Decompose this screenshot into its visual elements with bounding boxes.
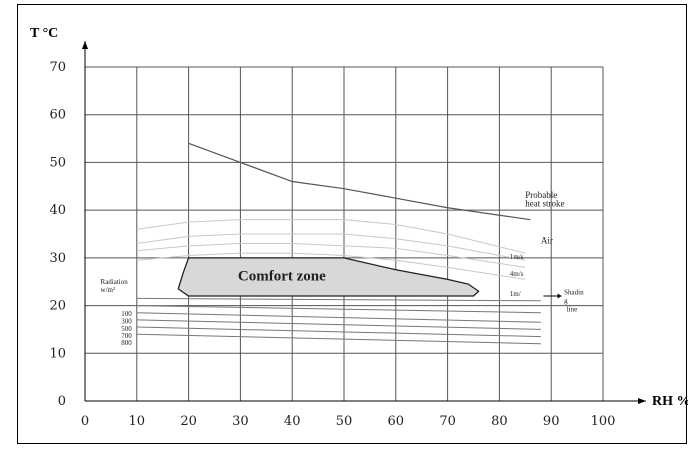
x-tick-label: 10 <box>129 414 146 429</box>
series-line-8 <box>136 319 541 330</box>
x-axis-title: RH % <box>652 394 688 409</box>
annotation-label: 100 <box>121 310 132 318</box>
annotation-label: heat stroke <box>525 198 564 208</box>
annotation-label: 1m/s <box>510 253 524 261</box>
y-tick-label: 70 <box>49 60 66 75</box>
y-tick-label: 20 <box>49 299 66 314</box>
series-line-1 <box>136 219 526 254</box>
chart-frame: Comfort zone 0 10 20 30 40 50 60 70 80 90 100 0 10 20… <box>17 4 688 444</box>
annotation-label: Air <box>541 236 553 246</box>
annotation-label: w/m² <box>101 286 116 294</box>
x-tick-label: 50 <box>336 414 353 429</box>
x-tick-label: 90 <box>543 414 560 429</box>
x-tick-label: 60 <box>388 414 405 429</box>
series-line-10 <box>136 333 541 345</box>
x-tick-label: 70 <box>439 414 456 429</box>
annotation-label: Shadin <box>564 289 584 297</box>
series-line-7 <box>136 312 541 323</box>
annotation-label: g <box>564 297 568 305</box>
series-line-0 <box>188 142 531 221</box>
y-tick-label: 40 <box>49 203 66 218</box>
annotation-label: 300 <box>121 318 132 326</box>
x-tick-label: 100 <box>591 414 616 429</box>
x-tick-label: 0 <box>81 414 89 429</box>
x-tick-label: 80 <box>491 414 508 429</box>
y-tick-label: 10 <box>49 346 66 361</box>
comfort-zone: Comfort zone <box>177 257 480 297</box>
x-tick-label: 40 <box>284 414 301 429</box>
x-tick-label: 20 <box>180 414 197 429</box>
annotation-label: 700 <box>121 332 132 340</box>
chart-canvas: Comfort zone 0 10 20 30 40 50 60 70 80 90 100 0 10 20… <box>30 26 688 429</box>
y-tick-label: 30 <box>49 251 66 266</box>
annotation-label: 800 <box>121 339 132 347</box>
y-tick-label: 60 <box>49 108 66 123</box>
annotation-label: 500 <box>121 325 132 333</box>
y-tick-label: 0 <box>58 394 66 409</box>
axes: 0 10 20 30 40 50 60 70 80 90 100 0 10 20 30 40 50 60 70 T °… <box>30 26 688 429</box>
annotation-label: 4m/s <box>510 270 524 278</box>
annotation-label: 1m/ <box>510 290 521 298</box>
series-lines <box>136 142 541 345</box>
x-axis-arrow <box>638 398 646 404</box>
x-tick-label: 30 <box>232 414 249 429</box>
series-line-4 <box>136 252 526 280</box>
shading-arrow-head <box>557 293 562 299</box>
series-line-6 <box>136 305 541 314</box>
comfort-zone-label: Comfort zone <box>238 268 326 284</box>
annotation-label: Probable <box>525 190 557 200</box>
comfort-zone-shape <box>177 257 480 297</box>
y-tick-label: 50 <box>49 155 66 170</box>
y-axis-arrow <box>82 41 88 49</box>
series-line-2 <box>136 233 526 261</box>
series-line-9 <box>136 326 541 338</box>
annotation-label: line <box>567 305 578 313</box>
y-axis-title: T °C <box>30 26 58 41</box>
series-line-5 <box>136 297 541 302</box>
annotation-label: Radiation <box>101 278 129 286</box>
series-line-3 <box>136 243 526 268</box>
